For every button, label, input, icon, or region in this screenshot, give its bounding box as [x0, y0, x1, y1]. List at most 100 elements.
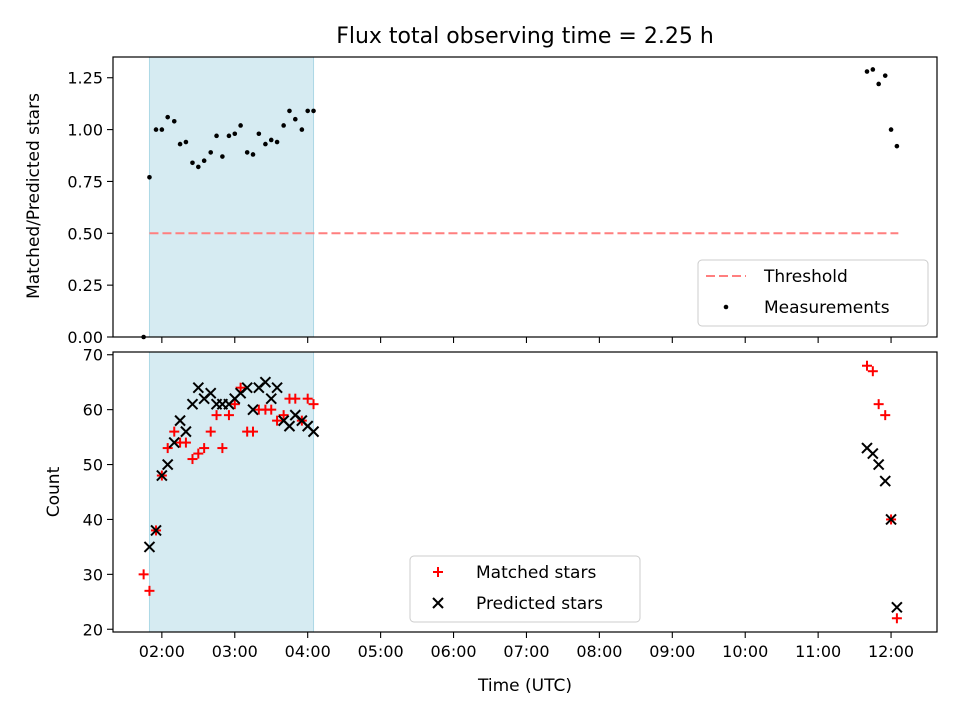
matched-star-marker	[223, 410, 234, 421]
measurement-point	[894, 143, 900, 149]
matched-star-marker	[861, 360, 872, 371]
measurement-point	[238, 123, 243, 128]
bottom-y-tick-label: 30	[83, 565, 103, 584]
matched-star-marker	[278, 410, 289, 421]
x-tick-label: 09:00	[649, 642, 695, 661]
bottom-y-tick-label: 50	[83, 456, 103, 475]
predicted-star-marker	[161, 458, 174, 471]
matched-star-marker	[180, 437, 191, 448]
matched-star-marker	[205, 426, 216, 437]
x-tick-label: 03:00	[212, 642, 258, 661]
measurement-point	[281, 123, 286, 128]
matched-star-marker	[138, 569, 149, 580]
matched-star-marker	[169, 426, 180, 437]
matched-star-marker	[308, 399, 319, 410]
matched-star-marker	[235, 382, 246, 393]
x-tick-label: 04:00	[285, 642, 331, 661]
measurement-point	[864, 69, 870, 74]
measurement-point	[244, 150, 250, 155]
bottom-y-tick-label: 60	[83, 401, 103, 420]
measurement-point	[177, 141, 183, 147]
top-panel: 0.00 0.25 0.50 0.75 1.00 1.25 Threshold Measure…	[67, 56, 938, 347]
matched-star-marker	[873, 399, 884, 410]
measurement-point	[876, 81, 881, 87]
top-axes-frame	[112, 56, 938, 338]
top-y-tick-label: 1.00	[67, 121, 103, 140]
predicted-star-marker	[180, 425, 192, 438]
matched-star-marker	[199, 443, 210, 454]
predicted-star-marker	[174, 414, 186, 427]
measurement-point	[882, 73, 888, 78]
matched-star-marker	[266, 404, 277, 415]
bottom-y-tick-label: 70	[83, 346, 103, 365]
legend-matched-swatch	[433, 567, 443, 577]
matched-star-marker	[187, 454, 198, 465]
x-tick-label: 06:00	[430, 642, 476, 661]
matched-star-marker	[229, 399, 240, 410]
bottom-panel: 20 30 40 50 60 70 02:00 03:00 04:00 05:00 06:00 07:…	[83, 346, 938, 661]
measurement-point	[232, 131, 238, 137]
matched-star-marker	[144, 585, 155, 596]
predicted-star-marker	[879, 475, 891, 487]
predicted-star-marker	[247, 403, 259, 416]
predicted-star-marker	[168, 436, 180, 449]
bottom-legend: Matched stars Predicted stars	[409, 555, 641, 623]
measurement-point	[147, 174, 152, 180]
x-axis-label: Time (UTC)	[477, 676, 572, 696]
predicted-star-marker	[265, 392, 277, 405]
measurement-point	[190, 160, 195, 166]
predicted-star-marker	[186, 398, 199, 410]
measurement-point	[293, 116, 298, 122]
top-y-tick-label: 0.75	[67, 172, 103, 191]
predicted-star-marker	[150, 524, 162, 537]
predicted-star-marker	[192, 381, 205, 394]
measurement-point	[183, 139, 189, 145]
predicted-star-marker	[891, 601, 903, 614]
matched-star-marker	[248, 426, 259, 437]
measurement-point	[220, 154, 225, 159]
measurement-point	[287, 108, 292, 114]
legend-measurement-swatch	[723, 304, 729, 310]
predicted-star-marker	[307, 425, 320, 438]
measurement-point	[299, 127, 305, 132]
bottom-y-axis-label: Count	[44, 466, 64, 517]
measurement-point	[196, 164, 201, 170]
predicted-star-marker	[872, 458, 885, 471]
measurement-point	[870, 67, 876, 72]
legend-predicted-swatch	[432, 597, 444, 609]
measurement-point	[208, 150, 214, 155]
predicted-star-marker	[143, 541, 156, 553]
top-y-tick-label: 0.25	[67, 276, 103, 295]
bottom-legend-frame	[409, 555, 641, 623]
x-tick-label: 02:00	[139, 642, 185, 661]
measurement-point	[305, 108, 310, 114]
matched-star-marker	[272, 415, 283, 426]
measurement-point	[165, 114, 170, 120]
chart-title: Flux total observing time = 2.25 h	[336, 24, 714, 49]
matched-star-marker	[162, 443, 173, 454]
measurement-point	[311, 108, 316, 114]
matched-star-marker	[290, 393, 301, 404]
matched-star-marker	[880, 410, 891, 421]
predicted-star-marker	[885, 513, 897, 526]
measurement-point	[256, 131, 262, 137]
legend-label: Measurements	[764, 298, 890, 318]
x-tick-label: 10:00	[722, 642, 768, 661]
measurement-point	[263, 141, 268, 147]
legend-label: Matched stars	[476, 563, 596, 583]
matched-star-marker	[211, 410, 222, 421]
matched-star-marker	[302, 393, 313, 404]
matched-star-marker	[867, 366, 878, 377]
top-legend: Threshold Measurements	[697, 259, 929, 327]
measurement-point	[274, 139, 280, 145]
predicted-star-marker	[241, 381, 253, 394]
matched-star-marker	[193, 448, 204, 459]
x-tick-label: 07:00	[503, 642, 549, 661]
top-y-axis-label: Matched/Predicted stars	[24, 93, 44, 299]
measurement-point	[171, 118, 177, 124]
x-tick-label: 12:00	[868, 642, 914, 661]
x-tick-label: 11:00	[795, 642, 841, 661]
top-y-tick-label: 0.50	[67, 224, 103, 243]
top-highlight-span	[148, 56, 315, 338]
